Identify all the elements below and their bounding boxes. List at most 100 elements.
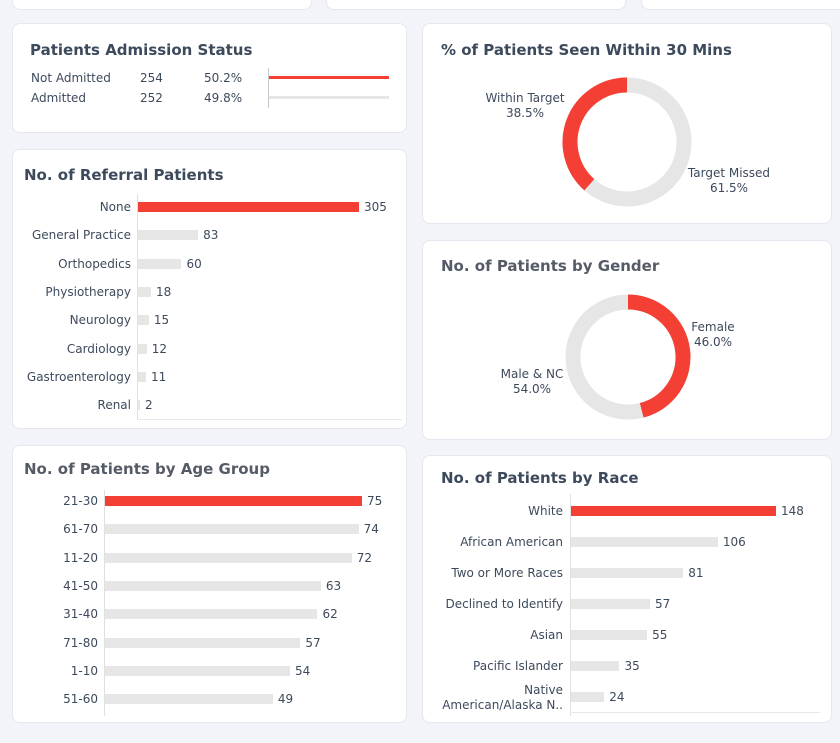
seen-within-30-title: % of Patients Seen Within 30 Mins [441,41,732,59]
age-value: 57 [305,635,321,650]
race-category-label: Asian [530,628,563,642]
referral-bar [138,202,359,212]
age-bar [105,637,301,648]
target-missed-label: Target Missed [687,166,770,180]
race-bar [571,661,620,671]
referral-axis [137,194,138,420]
referral-value: 2 [145,398,153,413]
race-category-label: Two or More Races [451,566,563,580]
seen-within-30-donut: Within Target 38.5% Target Missed 61.5% [485,77,770,207]
referral-value: 60 [186,256,202,271]
top-card-1 [12,0,312,10]
referral-category-label: Orthopedics [58,256,131,271]
referral-category-label: None [99,200,131,214]
race-bar [571,599,650,609]
age-axis [104,490,105,716]
race-bar [571,692,605,702]
female-label: Female [691,320,734,334]
race-value: 24 [609,690,625,704]
referral-category-label: Physiotherapy [45,284,131,299]
race-card: No. of Patients by Race White 148 African … [422,455,832,723]
race-value: 57 [654,597,671,611]
race-value: 35 [624,659,640,673]
referral-bar [138,230,199,241]
race-bar [571,506,776,516]
admission-status-card: Patients Admission Status Not Admitted 25… [12,23,407,133]
top-card-2 [326,0,626,10]
referral-bar [138,258,182,269]
referral-category-label: Gastroenterology [26,369,131,384]
referral-bar [138,371,146,382]
age-category-label: 11-20 [63,550,98,565]
referral-baseline [137,419,402,420]
gender-card: No. of Patients by Gender Female 46.0% M… [422,240,832,440]
referral-value: 11 [150,369,167,384]
admission-admitted-bar [269,96,389,99]
age-bar [105,609,318,620]
referral-patients-card: No. of Referral Patients None 305 General … [12,149,407,429]
age-value: 63 [325,578,342,593]
age-category-label: 71-80 [63,635,98,650]
age-value: 54 [295,663,311,678]
within-target-slice [562,77,628,191]
age-category-label: 1-10 [70,663,98,678]
race-bar [571,630,648,640]
race-bar [571,568,684,578]
admission-admitted-label: Admitted [31,91,87,105]
referral-bar [138,315,149,326]
referral-value: 15 [153,313,170,328]
race-category-label: Declined to Identify [445,597,563,611]
race-axis [570,494,571,716]
referral-value: 12 [151,341,167,356]
race-value: 81 [688,566,704,580]
admission-not-admitted-pct: 50.2% [204,71,243,85]
referral-category-label: General Practice [31,228,131,243]
race-title: No. of Patients by Race [441,469,639,487]
age-value: 72 [356,550,372,565]
admission-status-title: Patients Admission Status [30,41,253,59]
age-bar [105,580,321,591]
admission-not-admitted-bar [269,76,389,79]
age-group-card: No. of Patients by Age Group 21-30 75 61-7… [12,445,407,723]
admission-admitted-count: 252 [140,91,163,105]
referral-bar [138,400,140,411]
race-value: 148 [781,504,804,518]
referral-value: 305 [364,200,387,214]
age-value: 49 [277,692,294,707]
referral-value: 18 [156,284,172,299]
age-category-label: 51-60 [63,692,98,707]
race-category-label: American/Alaska N.. [442,697,563,712]
referral-value: 83 [203,228,219,243]
age-category-label: 21-30 [63,494,98,508]
age-bar [105,694,273,705]
top-card-3 [641,0,840,10]
referral-category-label: Cardiology [66,341,131,356]
race-category-label: White [528,504,563,518]
referral-bar [138,343,147,354]
referral-category-label: Neurology [69,313,131,328]
age-value: 74 [363,522,379,537]
referral-patients-title: No. of Referral Patients [24,166,224,184]
female-pct: 46.0% [694,335,732,349]
male-nc-pct: 54.0% [513,382,551,396]
age-group-title: No. of Patients by Age Group [24,460,270,478]
race-value: 106 [722,535,746,549]
race-category-label: Pacific Islander [473,659,563,673]
referral-category-label: Renal [97,398,131,413]
age-category-label: 61-70 [63,522,98,537]
referral-bar [138,286,152,297]
age-bar [105,552,352,563]
age-bar [105,496,362,506]
age-bar [105,665,291,676]
age-bar [105,524,359,535]
race-value: 55 [652,628,668,642]
gender-donut: Female 46.0% Male & NC 54.0% [501,294,735,420]
gender-title: No. of Patients by Gender [441,257,660,275]
admission-axis [268,68,269,108]
admission-not-admitted-label: Not Admitted [31,71,111,85]
age-value: 75 [367,494,383,508]
within-target-label: Within Target [485,91,564,105]
age-category-label: 41-50 [63,578,98,593]
race-category-label: African American [460,535,563,549]
male-nc-label: Male & NC [501,367,564,381]
